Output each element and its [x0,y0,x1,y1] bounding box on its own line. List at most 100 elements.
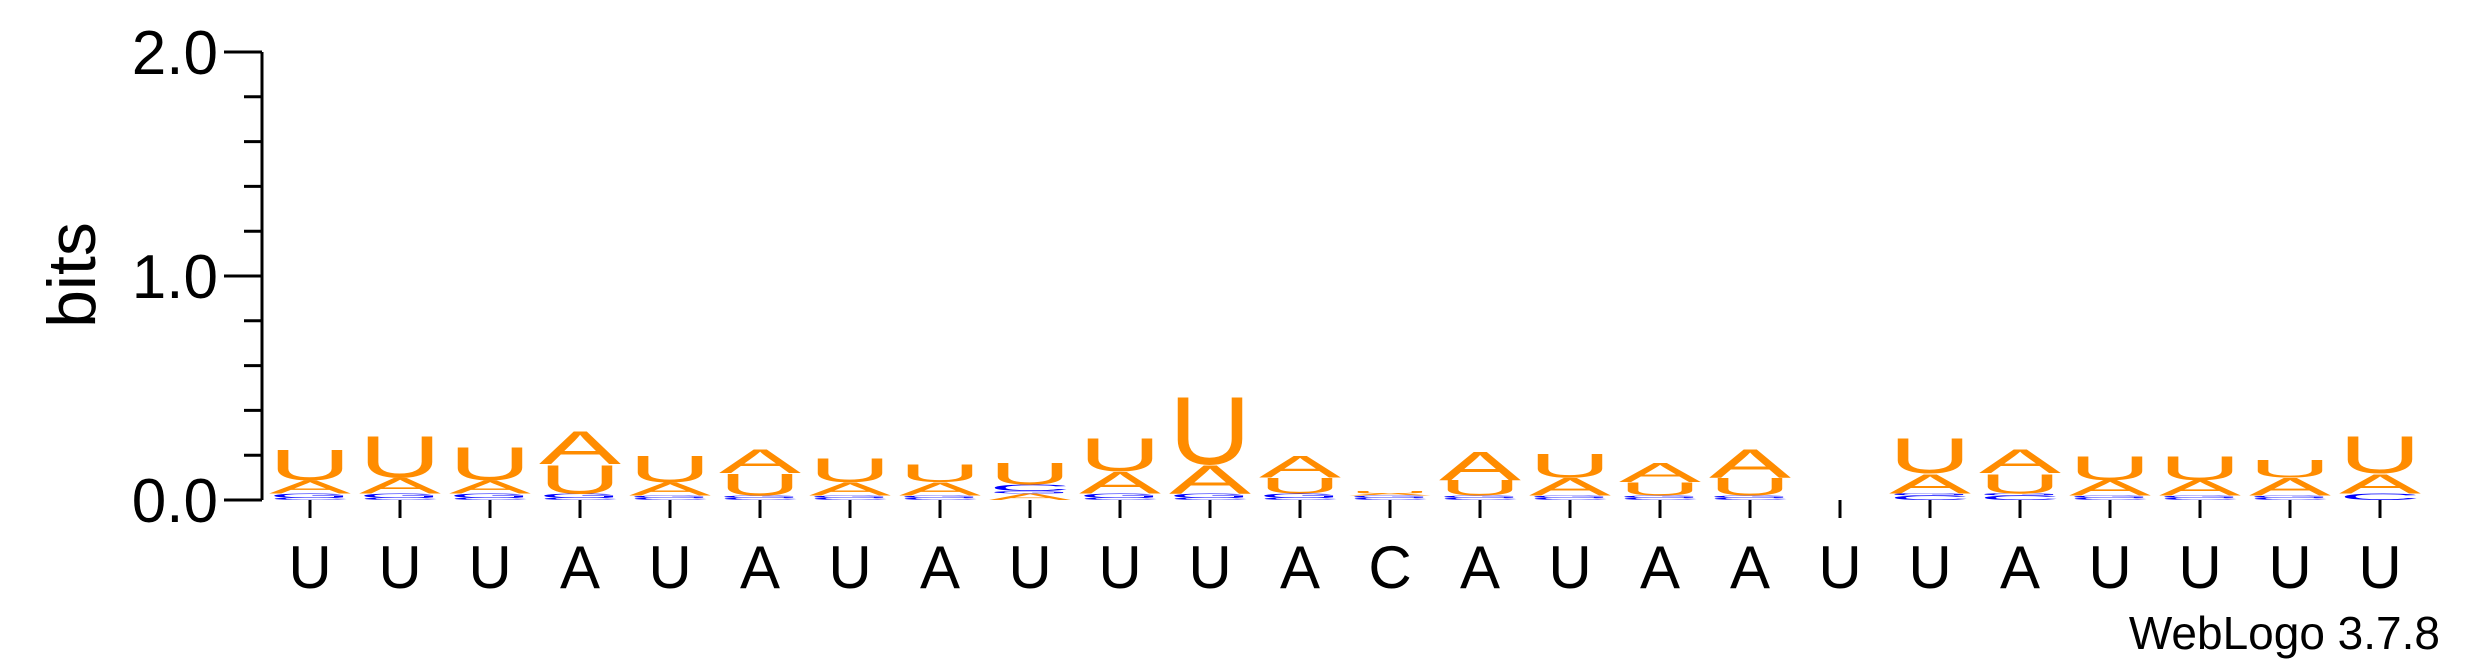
logo-letter-glyph: C [719,497,801,500]
logo-letter-glyph: G [1259,492,1341,499]
x-tick-label: U [468,534,511,601]
logo-letter-glyph: A [1169,457,1251,502]
logo-letter-glyph: C [269,497,351,500]
logo-letter-u: U [2339,425,2421,484]
logo-letter-u: U [1709,473,1791,501]
logo-letter-c: C [2249,497,2331,500]
logo-letter-glyph: U [2339,425,2421,484]
logo-letter-u: U [2159,449,2241,488]
logo-letter-u: U [2069,449,2151,488]
logo-letter-glyph: U [1619,479,1701,500]
logo-letter-u: U [1259,474,1341,499]
logo-letter-a: A [1709,441,1791,486]
logo-letter-glyph: A [2249,473,2332,501]
logo-letter-glyph: U [1889,428,1971,484]
x-tick-label: A [1730,534,1770,601]
logo-letter-c: C [989,483,1071,493]
logo-letter-a: A [1439,444,1521,489]
logo-letter-glyph: G [359,492,441,499]
logo-letter-a: A [1529,473,1612,501]
x-tick-label: C [1368,534,1411,601]
logo-letter-glyph: C [1079,497,1161,500]
logo-letter-glyph: A [2159,476,2242,501]
x-tick-label: U [1908,534,1951,601]
logo-letter-g: G [1619,495,1701,498]
logo-letter-glyph: G [1529,495,1611,498]
logo-letter-c: C [2069,497,2151,500]
x-tick-label: A [740,534,780,601]
logo-letter-glyph: C [359,497,441,500]
logo-letter-u: U [269,441,351,490]
logo-letter-g: G [1349,495,1431,498]
logo-letter-glyph: A [269,477,351,498]
x-tick-label: U [1008,534,1051,601]
logo-letter-glyph: A [1349,493,1432,496]
logo-letter-a: A [1079,465,1162,500]
logo-letter-glyph: C [2069,497,2151,500]
logo-letter-u: U [1079,428,1161,481]
logo-letter-u: U [989,456,1071,491]
logo-letter-u: U [539,457,621,502]
logo-letter-glyph: G [1619,495,1701,498]
logo-stacks: CGAUCGAUCGAUCGUACGAUCGUACGAUCGAUAGCUCGAU… [269,377,2421,503]
logo-letter-c: C [719,497,801,500]
logo-letter-glyph: C [1529,497,1611,500]
x-tick-label: A [920,534,960,601]
logo-letter-glyph: U [629,449,711,491]
logo-letter-a: A [1169,457,1251,502]
logo-letter-glyph: A [1979,442,2061,481]
logo-letter-g: G [1169,492,1251,499]
logo-letter-glyph: G [1439,495,1521,498]
logo-letter-g: G [719,495,801,498]
logo-letter-glyph: G [1079,492,1161,499]
logo-letter-glyph: U [1169,377,1251,485]
logo-letter-glyph: A [1079,465,1162,500]
logo-letter-glyph: U [1709,473,1791,501]
logo-letter-a: A [539,422,621,475]
logo-letter-c: C [629,497,711,500]
logo-letter-c: C [359,497,441,500]
logo-letter-glyph: C [1169,497,1251,500]
x-tick-label: U [2358,534,2401,601]
logo-letter-glyph: C [989,483,1071,493]
logo-letter-glyph: A [359,474,442,499]
logo-letter-u: U [1979,468,2061,500]
logo-letter-glyph: U [1979,468,2061,500]
logo-letter-u: U [1529,446,1611,485]
logo-letter-glyph: C [809,497,891,500]
logo-letter-a: A [809,479,891,500]
logo-letter-glyph: C [2159,497,2241,500]
logo-letter-glyph: A [1619,456,1701,488]
logo-letter-glyph: C [1979,494,2061,501]
logo-letter-g: G [989,490,1071,493]
logo-letter-glyph: A [449,477,531,498]
x-tick-label: A [2000,534,2040,601]
logo-letter-c: C [269,497,351,500]
logo-letter-a: A [719,442,801,481]
logo-letter-g: G [1259,492,1341,499]
logo-letter-c: C [1169,497,1251,500]
logo-letter-glyph: C [2249,497,2331,500]
logo-letter-glyph: U [269,441,351,490]
logo-letter-glyph: A [899,479,981,500]
x-tick-label: U [2088,534,2131,601]
logo-letter-a: A [2339,468,2421,500]
logo-letter-g: G [2249,495,2331,498]
x-tick-label: A [1460,534,1500,601]
x-tick-label: A [560,534,600,601]
logo-letter-glyph: G [719,495,801,498]
logo-letter-glyph: A [809,479,891,500]
logo-letter-a: A [1349,493,1432,496]
logo-letter-g: G [2159,495,2241,498]
logo-letter-glyph: G [809,495,891,498]
logo-letter-glyph: A [1259,449,1342,484]
logo-letter-glyph: U [1529,446,1611,485]
logo-letter-c: C [539,497,621,500]
x-tick-label: U [1098,534,1141,601]
logo-letter-glyph: G [1349,495,1431,498]
logo-letter-c: C [1979,494,2061,501]
logo-letter-a: A [1619,456,1701,488]
logo-letter-glyph: U [719,467,801,502]
